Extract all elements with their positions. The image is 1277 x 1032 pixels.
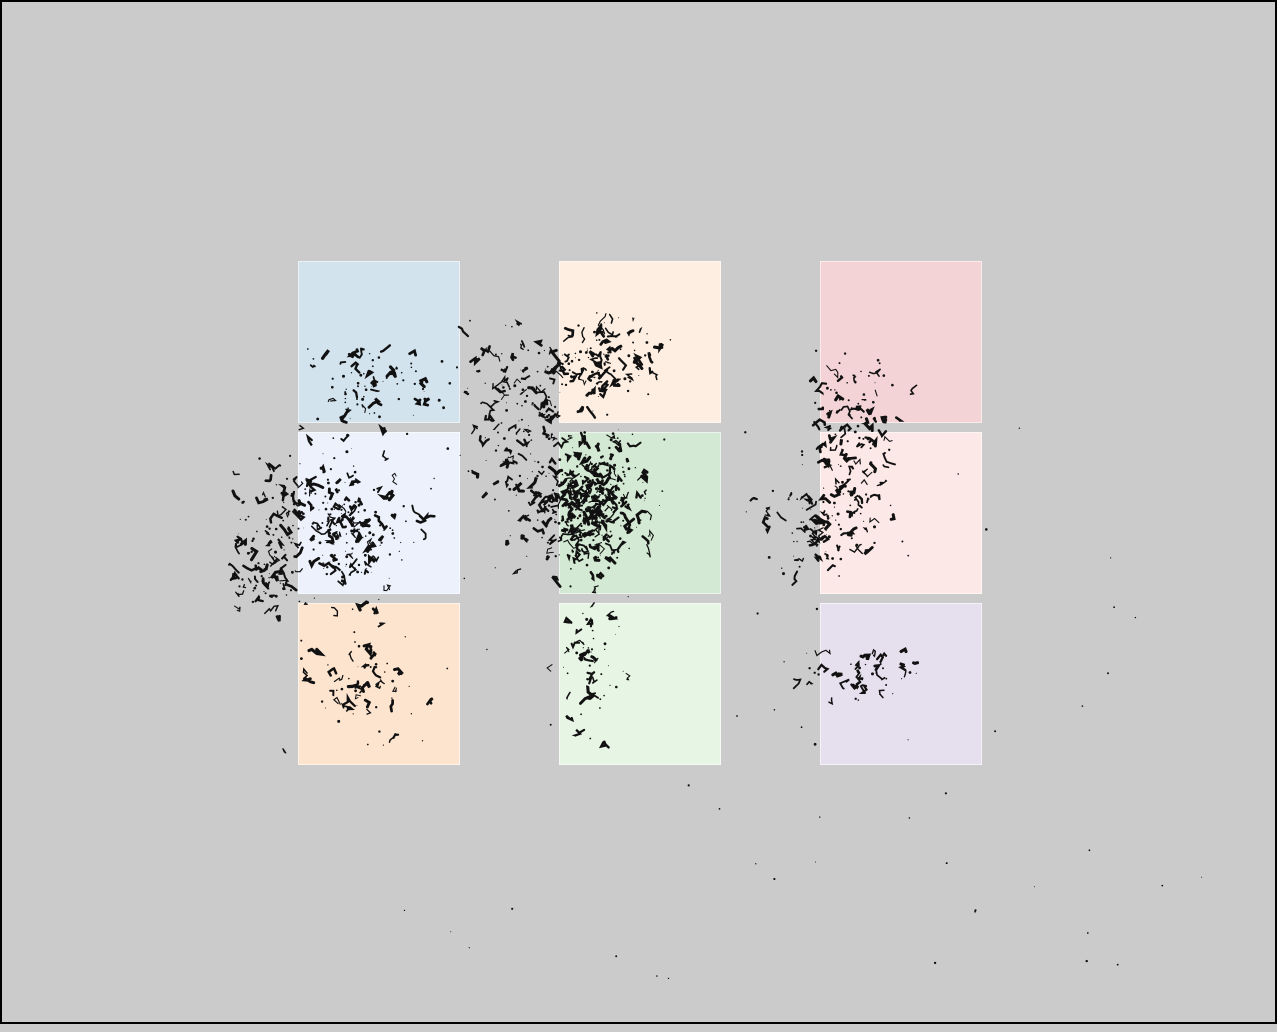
- panel-r3c1: [298, 603, 460, 765]
- panel-r2c3: [820, 432, 982, 594]
- panel-r1c2: [559, 261, 721, 423]
- panel-r2c2: [559, 432, 721, 594]
- panel-r2c1: [298, 432, 460, 594]
- panel-r3c2: [559, 603, 721, 765]
- panel-r1c1: [298, 261, 460, 423]
- panel-r1c3: [820, 261, 982, 423]
- panel-r3c3: [820, 603, 982, 765]
